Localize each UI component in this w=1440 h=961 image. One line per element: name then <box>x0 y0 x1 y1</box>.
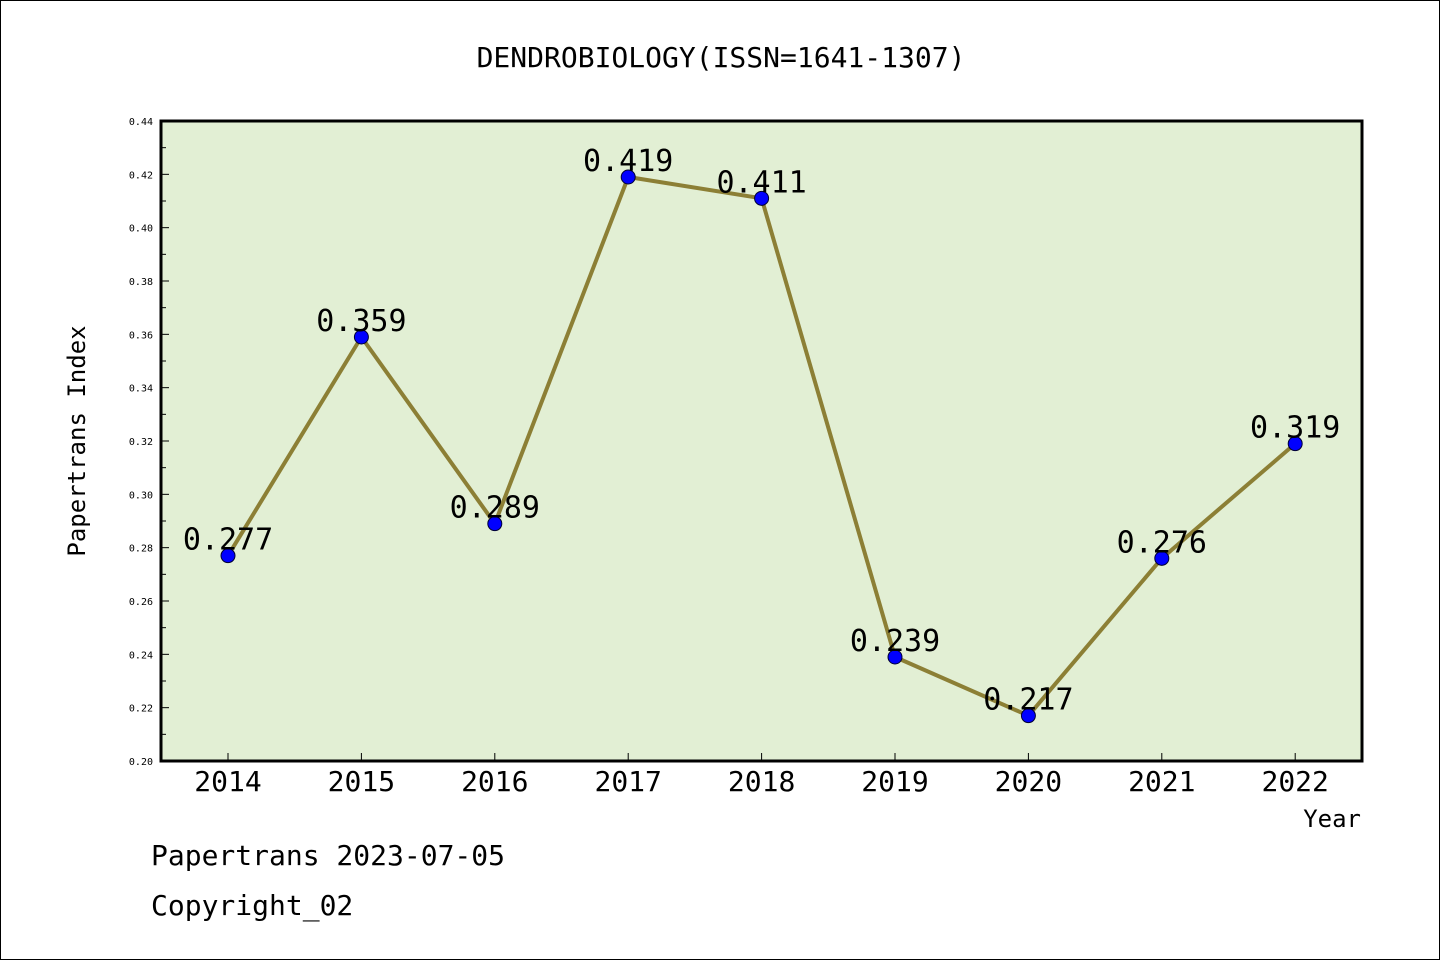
y-tick-label: 0.26 <box>129 597 153 608</box>
y-tick-label: 0.36 <box>129 330 153 341</box>
y-tick-label: 0.40 <box>129 224 153 235</box>
data-points <box>220 169 1303 724</box>
data-label: 0.217 <box>983 683 1073 718</box>
x-tick-label: 2015 <box>328 765 395 798</box>
y-tick-label: 0.32 <box>129 437 153 448</box>
plot-border <box>159 119 1364 763</box>
data-label: 0.239 <box>850 624 940 659</box>
data-label: 0.277 <box>183 523 273 558</box>
footer-copyright: Copyright_02 <box>151 889 353 923</box>
data-label: 0.289 <box>450 491 540 526</box>
y-tick-label: 0.24 <box>129 650 153 661</box>
data-point <box>887 649 903 665</box>
x-tick-label: 2021 <box>1128 765 1195 798</box>
x-tick-label: 2019 <box>861 765 928 798</box>
x-tick-label: 2022 <box>1261 765 1328 798</box>
y-tick-label: 0.28 <box>129 544 153 555</box>
x-tick-label: 2016 <box>461 765 528 798</box>
data-label: 0.419 <box>583 144 673 179</box>
y-tick-label: 0.42 <box>129 170 153 181</box>
data-point <box>487 516 503 532</box>
x-tick-label: 2018 <box>728 765 795 798</box>
data-label: 0.411 <box>716 165 806 200</box>
chart-title: DENDROBIOLOGY(ISSN=1641-1307) <box>477 41 966 74</box>
data-point <box>1020 708 1036 724</box>
data-point <box>1154 550 1170 566</box>
y-axis: 0.20 0.22 0.24 0.26 0.28 0.30 0.32 0.34 0.36 0.38… <box>129 117 169 768</box>
footer-date: Papertrans 2023-07-05 <box>151 839 505 872</box>
data-label: 0.359 <box>316 304 406 339</box>
data-point <box>754 190 770 206</box>
data-point <box>620 169 636 185</box>
x-axis-title: Year <box>1303 805 1361 833</box>
plot-area <box>161 121 1362 761</box>
data-label: 0.276 <box>1117 525 1207 560</box>
x-tick-label: 2020 <box>995 765 1062 798</box>
y-tick-label: 0.30 <box>129 490 153 501</box>
y-tick-label: 0.20 <box>129 757 153 768</box>
data-point <box>353 329 369 345</box>
x-axis: 2014 2015 2016 2017 2018 2019 2020 2021 2022 <box>194 753 1329 798</box>
data-label: 0.319 <box>1250 411 1340 446</box>
y-tick-label: 0.44 <box>129 117 153 128</box>
x-tick-label: 2014 <box>194 765 261 798</box>
y-tick-label: 0.38 <box>129 277 153 288</box>
data-point <box>1287 436 1303 452</box>
y-tick-label: 0.34 <box>129 384 153 395</box>
y-tick-label: 0.22 <box>129 704 153 715</box>
data-point <box>220 548 236 564</box>
data-labels: 0.277 0.359 0.289 0.419 0.411 0.239 0.217 0.276… <box>183 144 1341 718</box>
x-tick-label: 2017 <box>594 765 661 798</box>
y-axis-title: Papertrans Index <box>63 325 91 556</box>
